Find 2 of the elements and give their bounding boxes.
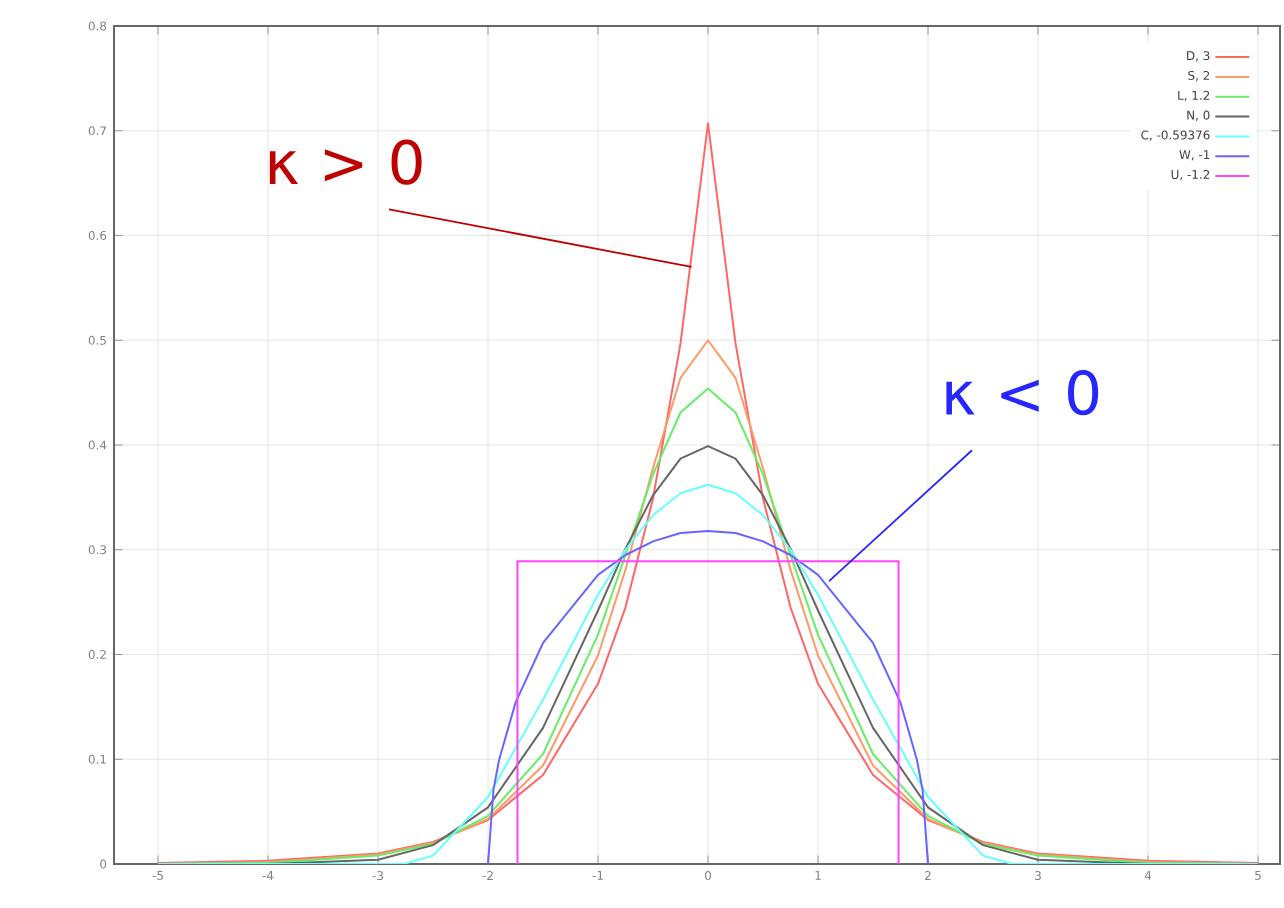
annotation: κ < 0 (946, 370, 1099, 416)
annotation: κ > 0 (269, 139, 422, 185)
